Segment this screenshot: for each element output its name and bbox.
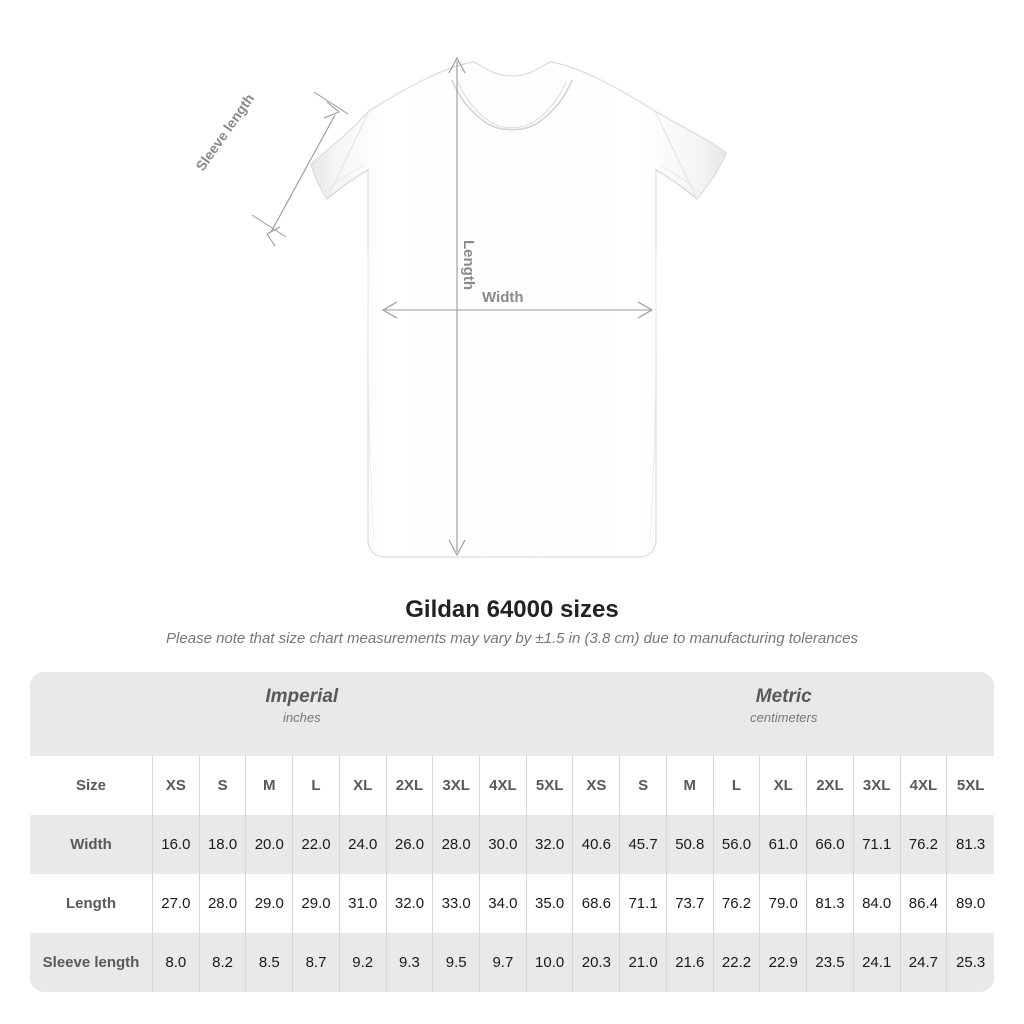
svg-text:Width: Width (482, 289, 524, 306)
svg-text:Length: Length (460, 240, 477, 290)
svg-text:Sleeve length: Sleeve length (192, 91, 257, 174)
